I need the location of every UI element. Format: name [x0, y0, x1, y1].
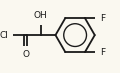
Text: F: F [100, 14, 105, 23]
Text: F: F [100, 48, 105, 57]
Text: O: O [22, 50, 29, 59]
Text: Cl: Cl [0, 31, 9, 40]
Text: OH: OH [34, 11, 47, 20]
